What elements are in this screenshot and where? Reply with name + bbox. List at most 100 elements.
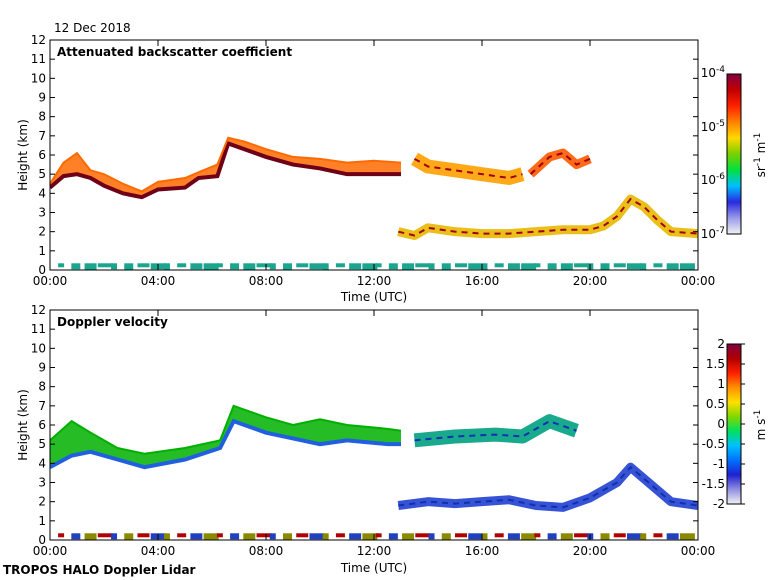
cloud-layer-edge — [398, 197, 698, 237]
surface-echo — [58, 533, 65, 538]
y-tick-label: 5 — [38, 167, 46, 181]
surface-echo — [441, 533, 451, 540]
surface-echo — [521, 533, 537, 540]
surface-echo — [626, 533, 642, 540]
x-tick-label: 16:00 — [465, 274, 500, 288]
surface-echo — [521, 263, 537, 270]
surface-echo — [415, 533, 431, 538]
cb-tick-label: -2 — [713, 497, 725, 511]
surface-echo — [547, 533, 557, 540]
x-tick-label: 08:00 — [249, 544, 284, 558]
surface-echo — [335, 533, 345, 538]
cloud-layer-edge — [398, 465, 698, 509]
surface-echo — [203, 533, 219, 540]
y-axis-label: Height (km) — [16, 389, 30, 460]
surface-echo — [455, 533, 467, 538]
surface-echo — [679, 263, 695, 270]
surface-echo — [296, 263, 309, 268]
surface-echo — [666, 263, 679, 270]
y-tick-label: 10 — [31, 71, 46, 85]
surface-echo — [71, 533, 81, 540]
surface-echo — [679, 533, 695, 540]
cloud-layer-edge — [414, 420, 577, 442]
footer-label: TROPOS HALO Doppler Lidar — [3, 563, 196, 577]
surface-echo — [468, 263, 484, 270]
surface-echo — [71, 263, 81, 270]
surface-echo — [494, 533, 504, 538]
cloud-layer — [527, 148, 592, 178]
y-tick-label: 4 — [38, 456, 46, 470]
surface-echo — [428, 263, 435, 270]
surface-echo — [640, 533, 647, 540]
y-tick-label: 7 — [38, 399, 46, 413]
colorbar-ticks: 2 1.5 1 0.5 0 -0.5 -1 -1.5 -2 — [702, 337, 745, 511]
surface-echo — [402, 533, 415, 540]
surface-echo — [309, 263, 325, 270]
surface-echo — [481, 263, 488, 270]
surface-echo — [613, 263, 626, 268]
surface-echo — [362, 533, 378, 540]
surface-echo — [111, 533, 118, 540]
surface-echo — [137, 263, 150, 268]
y-tick-label: 2 — [38, 495, 46, 509]
surface-echo — [163, 263, 170, 270]
surface-echo — [256, 533, 272, 538]
y-tick-label: 11 — [31, 322, 46, 336]
cloud-layer-edge — [414, 157, 523, 180]
x-tick-label: 16:00 — [465, 544, 500, 558]
y-tick-label: 4 — [38, 186, 46, 200]
cloud-base-line — [50, 140, 401, 200]
cb-tick-label: 10-4 — [701, 65, 726, 80]
x-axis: 00:00 04:00 08:00 12:00 16:00 20:00 00:00 — [33, 310, 715, 558]
surface-echo — [640, 263, 647, 270]
cb-tick-label: 10-7 — [701, 226, 725, 241]
surface-echo — [84, 263, 97, 270]
surface-echo — [481, 533, 488, 540]
surface-echo — [230, 533, 240, 540]
surface-echo — [190, 533, 203, 540]
surface-echo — [534, 533, 541, 538]
surface-echo — [428, 533, 435, 540]
x-tick-label: 00:00 — [33, 274, 68, 288]
x-axis-label: Time (UTC) — [340, 561, 407, 575]
x-tick-label: 00:00 — [681, 274, 716, 288]
y-tick-label: 0 — [38, 533, 46, 547]
panel-title: Attenuated backscatter coefficient — [57, 45, 292, 59]
surface-echo — [455, 263, 467, 268]
surface-echo — [349, 263, 362, 270]
surface-echo — [256, 263, 272, 268]
y-tick-label: 2 — [38, 225, 46, 239]
y-tick-label: 6 — [38, 148, 46, 162]
colorbar-label: m s-1 — [753, 410, 768, 441]
x-tick-label: 04:00 — [141, 274, 176, 288]
plot-area — [50, 310, 698, 540]
cb-tick-label: 1.5 — [706, 357, 725, 371]
surface-echo — [216, 263, 223, 268]
surface-echo — [243, 533, 256, 540]
plot-area — [50, 40, 698, 270]
surface-echo — [296, 533, 309, 538]
surface-echo — [190, 263, 203, 270]
surface-echo — [322, 263, 329, 270]
surface-echo — [507, 533, 520, 540]
surface-echo — [309, 533, 325, 540]
surface-echo — [362, 263, 378, 270]
cb-tick-label: 10-6 — [701, 172, 726, 187]
surface-echo — [111, 263, 118, 270]
y-tick-label: 12 — [31, 303, 46, 317]
data-layer — [50, 404, 698, 540]
surface-echo — [441, 263, 451, 270]
surface-echo — [560, 263, 573, 270]
x-tick-label: 00:00 — [33, 544, 68, 558]
colorbar-scale — [726, 73, 742, 235]
y-axis-label: Height (km) — [16, 119, 30, 190]
cloud-base-line — [50, 418, 401, 470]
y-tick-label: 8 — [38, 110, 46, 124]
surface-echo — [402, 263, 415, 270]
x-tick-label: 08:00 — [249, 274, 284, 288]
cloud-top-line — [50, 136, 402, 193]
surface-echo — [626, 263, 642, 270]
cloud-top-line — [50, 404, 402, 455]
surface-echo — [322, 533, 329, 540]
